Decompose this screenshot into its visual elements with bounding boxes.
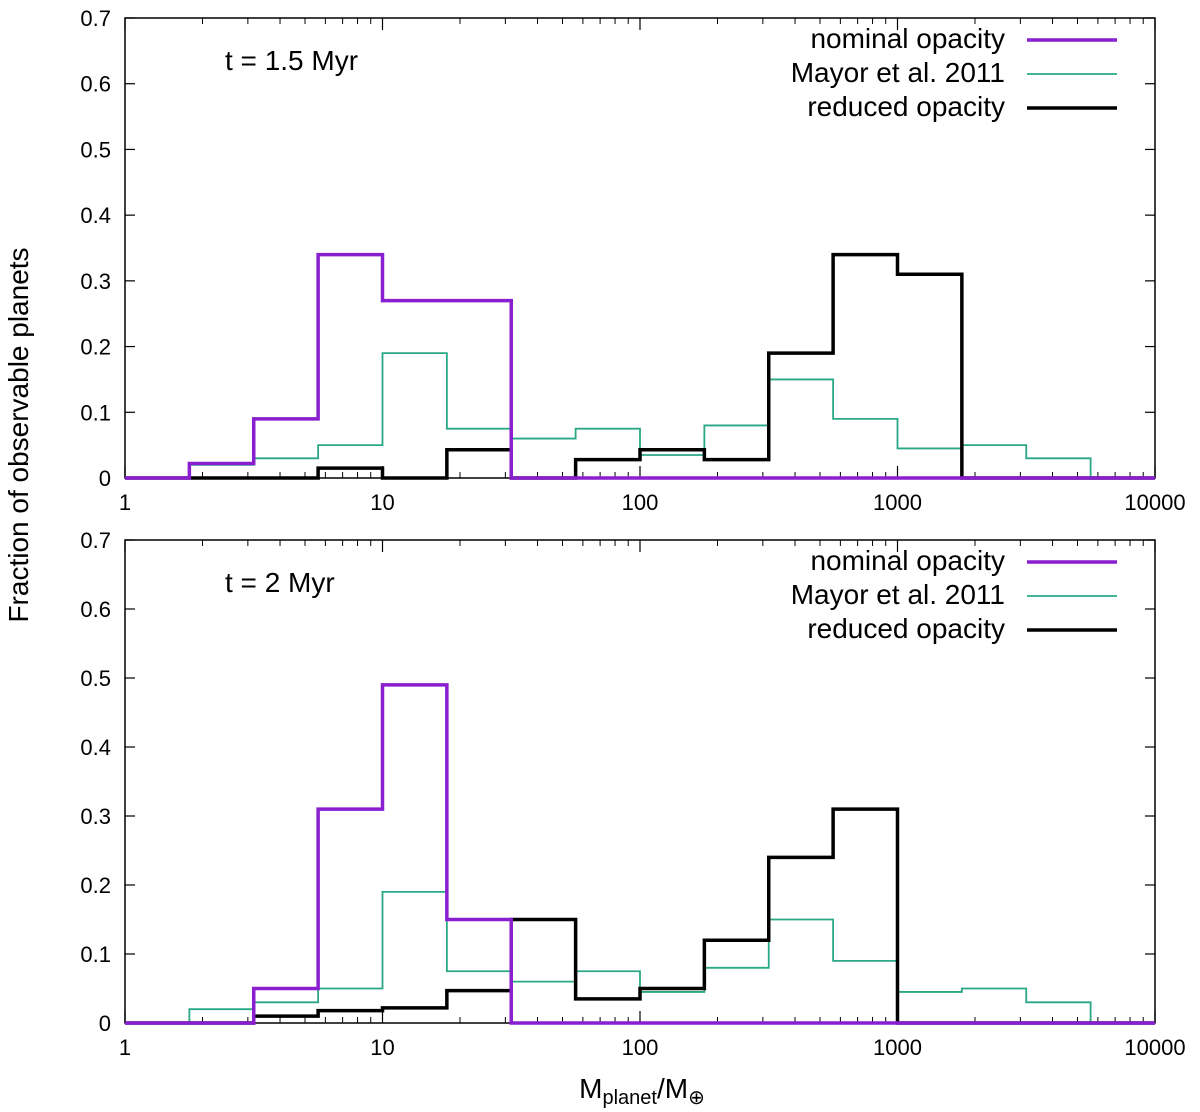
y-axis-label: Fraction of observable planets	[3, 247, 34, 622]
x-axis-label-sub2: ⊕	[688, 1087, 705, 1109]
time-annotation: t = 1.5 Myr	[225, 45, 358, 76]
y-tick-label: 0.6	[80, 597, 111, 622]
x-tick-label: 1000	[873, 490, 922, 515]
y-tick-label: 0.2	[80, 873, 111, 898]
x-tick-label: 1000	[873, 1035, 922, 1060]
y-tick-label: 0.7	[80, 6, 111, 31]
y-tick-label: 0.2	[80, 335, 111, 360]
panel-top: 0 0.1 0.2 0.3 0.4 0.5 0.6 0.7 1 10 100 1000 10000 t =…	[80, 6, 1185, 515]
y-tick-label: 0.4	[80, 735, 111, 760]
y-tick-label: 0.1	[80, 942, 111, 967]
x-tick-label: 100	[622, 1035, 659, 1060]
x-tick-label: 10	[370, 1035, 394, 1060]
y-tick-label: 0.3	[80, 804, 111, 829]
x-axis-label-sub: planet	[602, 1087, 657, 1109]
y-tick-label: 0.3	[80, 269, 111, 294]
panel-bottom: 0 0.1 0.2 0.3 0.4 0.5 0.6 0.7 1 10 100 1000 10000 t =…	[80, 528, 1185, 1060]
series-nominal-opacity	[125, 252, 1155, 480]
y-tick-label: 0	[99, 1011, 111, 1036]
x-tick-label: 10000	[1124, 1035, 1185, 1060]
legend-label: nominal opacity	[810, 545, 1005, 576]
series-reduced-opacity	[125, 252, 1155, 480]
x-tick-label: 100	[622, 490, 659, 515]
time-annotation: t = 2 Myr	[225, 567, 335, 598]
legend-label: nominal opacity	[810, 23, 1005, 54]
y-tick-label: 0.6	[80, 72, 111, 97]
y-tick-label: 0.7	[80, 528, 111, 553]
legend-label: reduced opacity	[807, 91, 1005, 122]
x-tick-label: 1	[119, 490, 131, 515]
y-tick-label: 0.5	[80, 666, 111, 691]
x-axis-label-main: M	[579, 1073, 602, 1104]
legend-label: Mayor et al. 2011	[791, 579, 1005, 610]
series-nominal-opacity	[125, 683, 1155, 1025]
y-tick-label: 0.5	[80, 137, 111, 162]
series-mayor-et-al-2011	[125, 891, 1155, 1024]
y-tick-label: 0	[99, 466, 111, 491]
x-tick-label: 10	[370, 490, 394, 515]
x-axis-label-sep: /M	[657, 1073, 688, 1104]
y-tick-label: 0.1	[80, 400, 111, 425]
legend-label: reduced opacity	[807, 613, 1005, 644]
legend-label: Mayor et al. 2011	[791, 57, 1005, 88]
x-tick-label: 1	[119, 1035, 131, 1060]
series-reduced-opacity	[125, 807, 1155, 1025]
x-tick-label: 10000	[1124, 490, 1185, 515]
y-tick-label: 0.4	[80, 203, 111, 228]
x-axis-label: Mplanet/M⊕	[579, 1073, 705, 1109]
